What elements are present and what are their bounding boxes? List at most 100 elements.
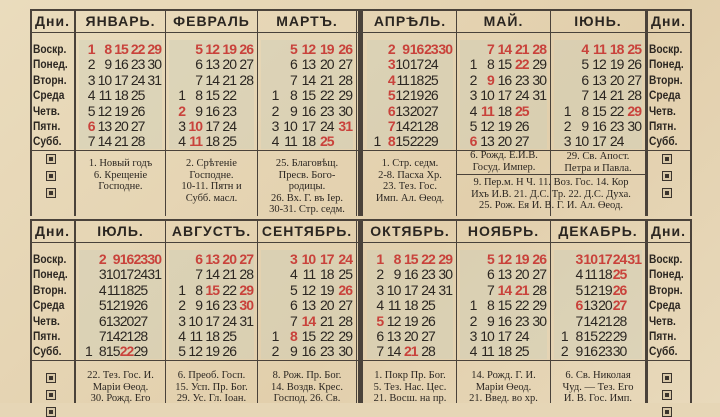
holiday-notes: 6. Преоб. Госп. 15. Усп. Пр. Бог. 29. Ус…: [175, 370, 248, 404]
day-cell: 5: [87, 102, 96, 119]
weekday-label: Вторн.: [649, 282, 683, 297]
divider: [456, 219, 457, 403]
day-cell: 17: [598, 251, 613, 267]
day-cell: 31: [438, 281, 453, 298]
weekday-label: Вторн.: [649, 72, 683, 87]
divider: [74, 9, 76, 216]
day-cell: 3: [469, 328, 478, 344]
day-cell: 13: [301, 56, 317, 73]
day-cell: 24: [515, 87, 530, 104]
day-cell: 17: [205, 312, 220, 329]
day-cell: 11: [106, 281, 121, 298]
day-cell: 10: [97, 71, 113, 88]
day-cell: 26: [515, 118, 530, 134]
day-cell: 25: [424, 71, 439, 88]
day-cell: 21: [515, 281, 530, 298]
day-cell: 29: [627, 102, 642, 119]
day-cell: 6: [575, 297, 584, 314]
month-name: ДЕКАБРЬ.: [558, 223, 638, 239]
day-cell: 24: [133, 266, 149, 283]
month-grid: [554, 250, 642, 359]
day-cell: 27: [239, 251, 254, 267]
day-cell: 7: [289, 312, 298, 329]
day-cell: 1: [178, 87, 186, 104]
day-cell: 13: [205, 56, 220, 73]
day-cell: 10: [574, 133, 590, 150]
day-cell: 23: [222, 102, 237, 119]
divider: [358, 219, 363, 403]
day-cell: 5: [289, 281, 298, 298]
day-cell: 1: [469, 297, 478, 314]
day-cell: 4: [469, 102, 478, 119]
divider: [646, 219, 648, 403]
weekday-label: Среда: [33, 88, 65, 103]
day-cell: 16: [114, 56, 129, 73]
day-cell: 27: [612, 297, 628, 314]
day-cell: 23: [598, 343, 613, 360]
day-cell: 25: [612, 266, 628, 283]
day-cell: 18: [205, 328, 220, 344]
divider: [30, 219, 32, 403]
day-cell: 4: [575, 266, 584, 283]
holiday-notes: 1. Покр Пр. Бог. 5. Тез. Нас. Цес. 21. В…: [373, 370, 447, 404]
day-cell: 12: [205, 41, 220, 57]
weekday-label: Среда: [649, 298, 681, 313]
day-cell: 18: [497, 102, 513, 119]
day-cell: 30: [612, 343, 628, 360]
day-cell: 30: [532, 71, 547, 88]
day-cell: 20: [320, 297, 335, 314]
day-cell: 11: [98, 87, 113, 104]
day-cell: 28: [532, 41, 547, 57]
day-cell: 1: [85, 343, 93, 360]
weekday-label: Среда: [33, 298, 65, 313]
holiday-notes: 14. Рожд. Г. И. Марiи Өеод. 21. Введ. во…: [469, 370, 538, 404]
day-cell: 4: [87, 87, 96, 104]
divider: [550, 219, 551, 403]
day-cell: 28: [130, 133, 146, 150]
day-cell: 1: [469, 56, 478, 73]
divider: [74, 219, 76, 403]
weekday-label: Четв.: [33, 313, 60, 328]
holiday-marker-icon: [46, 390, 56, 400]
day-cell: 7: [486, 281, 495, 298]
day-cell: 19: [320, 281, 335, 298]
day-cell: 12: [301, 281, 317, 298]
day-cell: 29: [338, 87, 353, 104]
day-cell: 18: [404, 297, 419, 314]
day-cell: 5: [195, 41, 203, 57]
day-cell: 28: [627, 87, 642, 104]
holiday-marker-icon: [662, 171, 672, 181]
weekday-label: Среда: [649, 88, 681, 103]
day-cell: 11: [284, 133, 298, 150]
day-cell: 28: [239, 266, 254, 283]
day-cell: 24: [612, 251, 628, 267]
day-cell: 9: [486, 71, 495, 88]
day-cell: 2: [178, 102, 186, 119]
divider: [690, 219, 692, 403]
day-cell: 26: [421, 312, 436, 329]
day-cell: 31: [627, 251, 642, 267]
day-cell: 3: [271, 118, 280, 134]
holiday-notes: 25. Благовѣщ. Пресв. Бого- родицы. 26. В…: [269, 158, 345, 215]
day-cell: 26: [133, 297, 149, 314]
day-cell: 17: [404, 281, 419, 298]
month-name: АПРѢЛЬ.: [373, 13, 447, 29]
day-cell: 15: [205, 281, 220, 298]
day-cell: 22: [119, 343, 135, 360]
day-cell: 31: [338, 118, 353, 134]
day-cell: 16: [497, 312, 513, 329]
holiday-marker-icon: [46, 154, 56, 164]
day-cell: 18: [205, 133, 220, 150]
day-cell: 15: [105, 343, 121, 360]
day-cell: 12: [395, 87, 410, 104]
divider: [30, 9, 32, 216]
day-cell: 25: [133, 281, 149, 298]
day-cell: 17: [497, 87, 513, 104]
day-cell: 23: [515, 312, 530, 329]
day-cell: 3: [575, 251, 584, 267]
day-cell: 18: [320, 266, 335, 283]
day-cell: 29: [532, 297, 547, 314]
day-cell: 13: [97, 118, 113, 134]
divider: [457, 174, 645, 175]
